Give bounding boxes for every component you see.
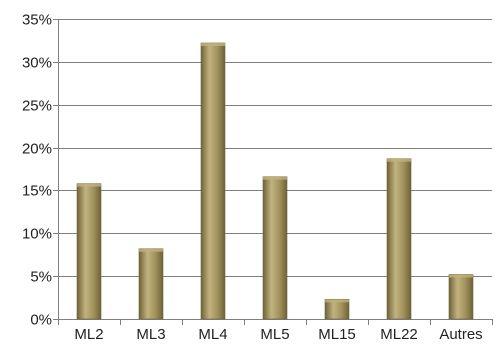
x-axis: ML2 ML3 ML4 ML5 ML15 ML22 Autres: [74, 319, 493, 343]
bar-ml22: [386, 158, 412, 320]
y-tick-label: 10%: [22, 226, 52, 243]
y-tick-label: 5%: [30, 269, 52, 286]
x-tick-label: ML2: [74, 326, 103, 343]
x-tick-label: ML3: [136, 326, 165, 343]
bar-ml3: [138, 248, 164, 320]
bar-cap-ml5: [263, 176, 287, 180]
y-tick-label: 25%: [22, 98, 52, 115]
bar-ml4: [200, 42, 226, 320]
bar-ml2: [76, 183, 102, 320]
bar-cap-autres: [449, 274, 473, 278]
x-tick-label: ML5: [260, 326, 289, 343]
y-tick-label: 15%: [22, 183, 52, 200]
bar-ml5: [262, 176, 288, 320]
y-axis: 0% 5% 10% 15% 20% 25% 30% 35%: [22, 12, 59, 329]
y-tick-label: 35%: [22, 12, 52, 29]
bars: [76, 42, 474, 320]
bar-cap-ml3: [139, 248, 163, 252]
y-tick-label: 0%: [30, 312, 52, 329]
bar-autres: [448, 274, 474, 320]
y-tick-label: 30%: [22, 55, 52, 72]
x-tick-label: Autres: [439, 326, 482, 343]
bar-cap-ml2: [77, 183, 101, 187]
x-tick-label: ML22: [380, 326, 418, 343]
y-tick-label: 20%: [22, 141, 52, 158]
x-tick-label: ML4: [198, 326, 227, 343]
x-tick-label: ML15: [318, 326, 356, 343]
bar-cap-ml4: [201, 43, 225, 46]
bar-cap-ml22: [387, 158, 411, 162]
bar-cap-ml15: [325, 299, 349, 303]
